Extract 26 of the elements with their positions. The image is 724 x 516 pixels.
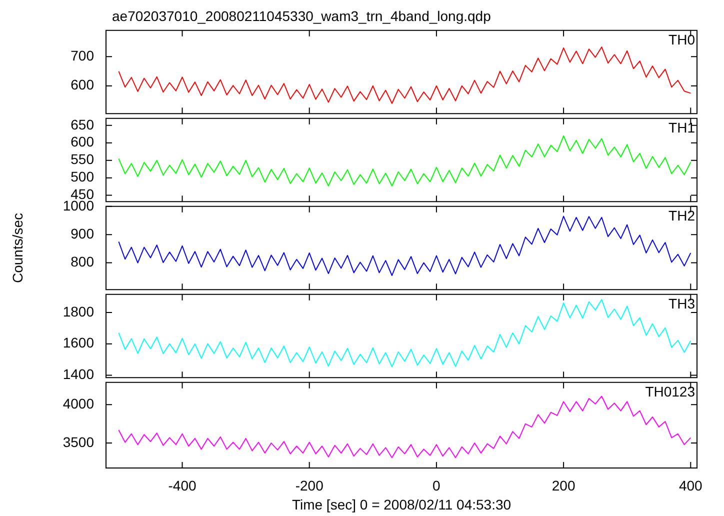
x-tick-label: 400: [678, 477, 703, 494]
y-tick-label: 1800: [62, 303, 94, 320]
x-tick-label: 0: [432, 477, 441, 494]
y-tick-label: 4000: [62, 396, 94, 412]
x-tick-label: -400: [168, 477, 196, 494]
y-tick-label: 600: [70, 76, 94, 93]
series-label: TH0: [668, 31, 696, 48]
series-label: TH1: [668, 119, 696, 136]
series-label: TH3: [668, 295, 696, 312]
series-label: TH0123: [645, 383, 696, 400]
y-tick-label: 650: [70, 116, 94, 132]
series-label: TH2: [668, 207, 696, 224]
y-tick-label: 500: [70, 168, 94, 185]
x-axis-title: Time [sec] 0 = 2008/02/11 04:53:30: [292, 496, 512, 512]
x-tick-label: 200: [552, 477, 576, 494]
y-tick-label: 800: [70, 254, 94, 270]
y-tick-label: 900: [70, 225, 94, 242]
y-tick-label: 550: [70, 151, 94, 168]
y-tick-label: 1600: [62, 334, 94, 351]
y-axis-title: Counts/sec: [9, 212, 26, 284]
y-tick-label: 700: [70, 48, 94, 64]
chart-title: ae702037010_20080211045330_wam3_trn_4band_long.qdp: [112, 8, 491, 24]
y-tick-label: 3500: [62, 434, 94, 450]
x-tick-label: -200: [295, 477, 324, 494]
y-tick-label: 600: [70, 134, 94, 150]
y-tick-label: 1400: [62, 366, 94, 382]
